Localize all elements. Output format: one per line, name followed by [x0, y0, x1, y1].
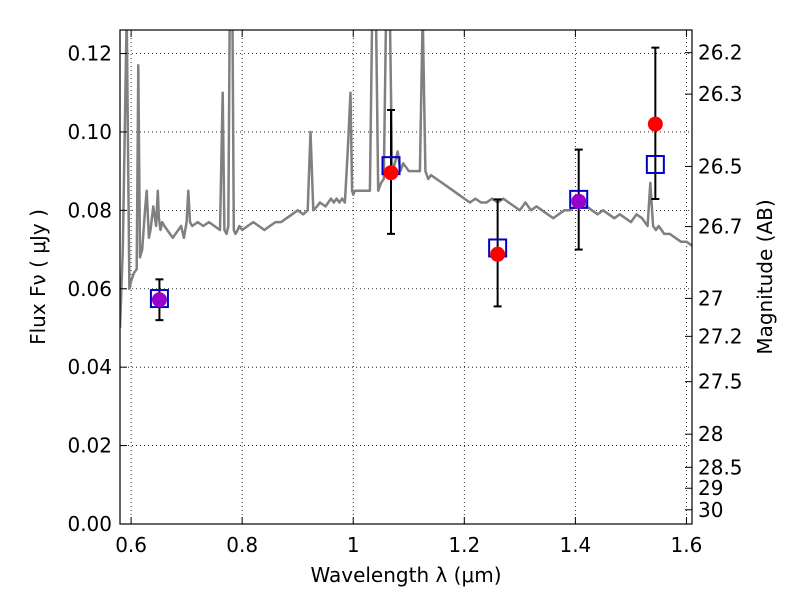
mag-tick-label: 30	[698, 498, 723, 522]
mag-tick-label: 27	[698, 286, 723, 310]
observed-points-layer	[151, 116, 663, 308]
mag-tick-label: 26.5	[698, 154, 743, 178]
x-axis-label: Wavelength λ (μm)	[310, 563, 501, 587]
observed-point	[151, 292, 167, 308]
x-tick-label: 1.6	[671, 533, 703, 557]
mag-tick-label: 27.2	[698, 324, 743, 348]
y2-axis-label: Magnitude (AB)	[753, 199, 777, 354]
mag-tick-label: 28	[698, 422, 723, 446]
tick-layer: 0.6 0.8 1 1.2 1.4 1.6 0.00 0.02 0.04 0.06 0.08 0.10…	[67, 30, 743, 557]
y-tick-label: 0.10	[67, 120, 112, 144]
observed-point	[383, 165, 399, 181]
y-axis-label: Flux Fν ( μJy )	[26, 209, 50, 345]
model-photometry-square	[645, 154, 665, 174]
observed-point	[571, 193, 587, 209]
y-tick-label: 0.02	[67, 434, 112, 458]
mag-tick-label: 26.2	[698, 41, 743, 65]
x-tick-label: 1.4	[559, 533, 591, 557]
y-tick-label: 0.08	[67, 198, 112, 222]
x-tick-label: 1	[347, 533, 360, 557]
x-tick-label: 1.2	[448, 533, 480, 557]
mag-tick-label: 29	[698, 476, 723, 500]
mag-tick-label: 27.5	[698, 370, 743, 394]
observed-point	[490, 246, 506, 262]
x-tick-label: 0.8	[226, 533, 258, 557]
spectrum-line	[120, 30, 692, 329]
y-tick-label: 0.12	[67, 42, 112, 66]
y-tick-label: 0.04	[67, 355, 112, 379]
observed-point	[647, 116, 663, 132]
mag-tick-label: 28.5	[698, 455, 743, 479]
y-tick-label: 0.06	[67, 277, 112, 301]
mag-tick-label: 26.3	[698, 82, 743, 106]
mag-tick-label: 26.7	[698, 215, 743, 239]
x-tick-label: 0.6	[115, 533, 147, 557]
y-tick-label: 0.00	[67, 512, 112, 536]
plot-frame	[119, 29, 693, 525]
